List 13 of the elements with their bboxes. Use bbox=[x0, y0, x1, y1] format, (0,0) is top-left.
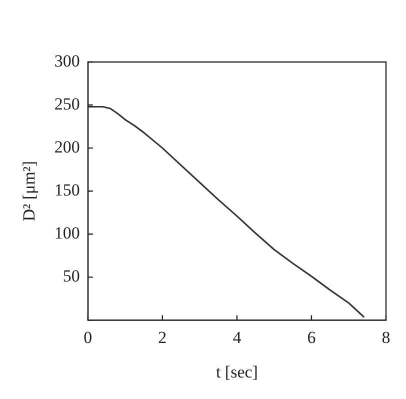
x-tick-label: 8 bbox=[382, 328, 390, 347]
y-tick-label: 250 bbox=[54, 94, 80, 114]
x-tick-label: 4 bbox=[232, 328, 242, 347]
y-tick-label: 100 bbox=[54, 224, 80, 243]
x-tick-label: 6 bbox=[307, 328, 316, 347]
y-tick-label: 150 bbox=[54, 180, 80, 200]
x-tick-label: 2 bbox=[158, 328, 167, 347]
y-axis-title: D² [μm²] bbox=[20, 160, 39, 222]
x-tick-label: 0 bbox=[84, 328, 92, 347]
y-tick-label: 50 bbox=[62, 266, 80, 286]
x-axis-title: t [sec] bbox=[216, 362, 258, 382]
y-tick-label: 200 bbox=[54, 138, 80, 157]
y-tick-label: 300 bbox=[54, 51, 80, 70]
